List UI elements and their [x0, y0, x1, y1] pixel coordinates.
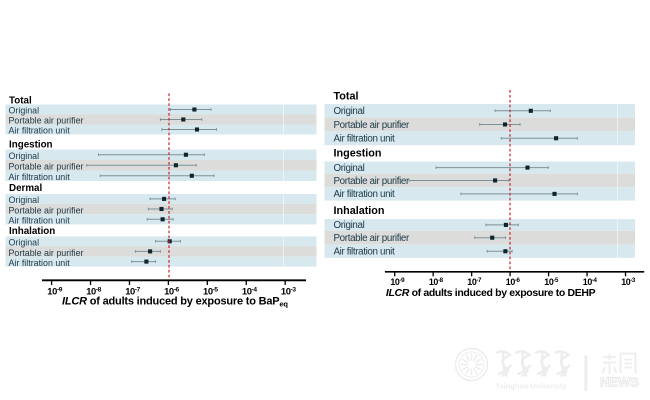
svg-text:Dermal: Dermal [9, 183, 42, 194]
svg-text:Portable air purifier: Portable air purifier [9, 205, 84, 215]
svg-text:Air filtration unit: Air filtration unit [334, 247, 395, 258]
svg-text:10-7: 10-7 [467, 277, 482, 287]
svg-text:Portable air purifier: Portable air purifier [9, 116, 84, 126]
svg-text:Tsinghua University: Tsinghua University [495, 382, 567, 391]
svg-text:Portable air purifier: Portable air purifier [334, 176, 411, 187]
svg-text:Portable air purifier: Portable air purifier [9, 248, 84, 258]
svg-text:Original: Original [334, 220, 365, 231]
svg-text:Ingestion: Ingestion [9, 139, 53, 150]
svg-text:10-9: 10-9 [390, 277, 405, 287]
svg-text:Ingestion: Ingestion [334, 148, 382, 160]
svg-text:10-6: 10-6 [506, 277, 521, 287]
svg-text:10-7: 10-7 [125, 286, 140, 297]
svg-text:10-3: 10-3 [281, 286, 296, 297]
svg-text:Total: Total [9, 95, 32, 106]
svg-text:10-9: 10-9 [47, 286, 62, 297]
svg-text:Original: Original [9, 106, 40, 116]
svg-text:10-5: 10-5 [203, 286, 218, 297]
svg-text:NEWS: NEWS [600, 375, 639, 390]
svg-text:Inhalation: Inhalation [334, 205, 385, 217]
svg-text:Original: Original [334, 106, 365, 117]
svg-text:10-3: 10-3 [621, 277, 636, 287]
svg-text:ILCR of adults induced by expo: ILCR of adults induced by exposure to Ba… [62, 296, 288, 309]
svg-text:Inhalation: Inhalation [9, 226, 55, 237]
svg-text:Original: Original [9, 195, 40, 205]
svg-text:10-6: 10-6 [164, 286, 179, 297]
svg-text:Portable air purifier: Portable air purifier [334, 233, 411, 244]
svg-text:10-8: 10-8 [86, 286, 101, 297]
svg-text:Air filtration unit: Air filtration unit [334, 189, 395, 200]
svg-text:Original: Original [9, 151, 40, 161]
svg-text:10-4: 10-4 [583, 277, 598, 287]
svg-text:ILCR of adults induced by expo: ILCR of adults induced by exposure to DE… [386, 287, 596, 299]
svg-text:Air filtration unit: Air filtration unit [9, 216, 71, 226]
svg-text:10-8: 10-8 [429, 277, 444, 287]
svg-text:Portable air purifier: Portable air purifier [9, 162, 84, 172]
svg-text:Original: Original [9, 237, 40, 247]
svg-text:10-5: 10-5 [544, 277, 559, 287]
svg-text:Total: Total [334, 90, 359, 102]
svg-text:10-4: 10-4 [242, 286, 257, 297]
svg-text:Air filtration unit: Air filtration unit [334, 134, 395, 145]
svg-text:Portable air purifier: Portable air purifier [334, 120, 411, 131]
svg-text:Original: Original [334, 163, 365, 174]
svg-text:Air filtration unit: Air filtration unit [9, 126, 71, 136]
svg-text:Air filtration unit: Air filtration unit [9, 258, 71, 268]
svg-text:Air filtration unit: Air filtration unit [9, 172, 71, 182]
